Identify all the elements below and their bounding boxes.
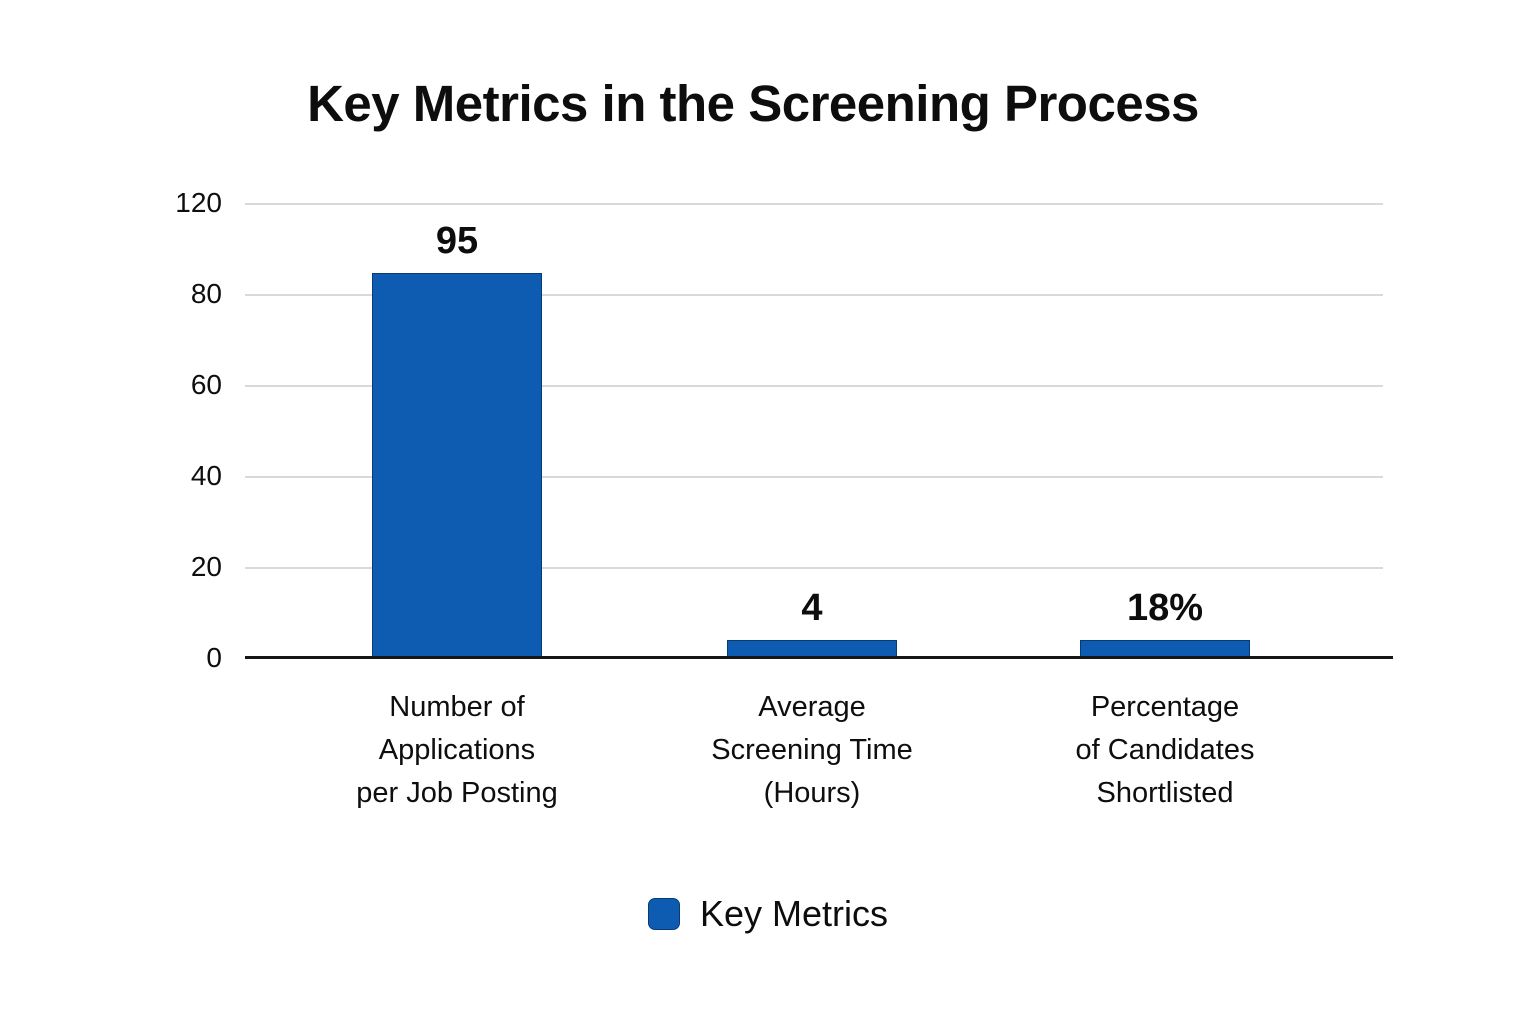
x-category-label-line: of Candidates (1075, 734, 1255, 766)
x-category-label-line: (Hours) (763, 777, 861, 809)
bar (372, 273, 542, 658)
x-category-label-line: Applications (378, 734, 536, 766)
x-category-label: Number of Applications per Job Posting (356, 686, 558, 815)
gridline (245, 294, 1383, 296)
bar-value-label: 95 (435, 220, 479, 262)
x-category-label-line: Average (758, 691, 866, 723)
y-tick-label: 0 (206, 642, 222, 673)
x-category-label-line: Number of (389, 691, 525, 723)
x-axis-line (245, 656, 1393, 659)
y-tick-label: 20 (190, 551, 222, 582)
y-tick-label: 40 (190, 460, 222, 491)
gridline (245, 567, 1383, 569)
x-category-label-line: Percentage (1090, 691, 1240, 723)
bar-value-label: 18% (1126, 587, 1204, 629)
gridline (245, 203, 1383, 205)
plot-area: 95 4 18% (245, 203, 1383, 658)
x-category-label-line: Shortlisted (1096, 777, 1234, 809)
x-category-label-line: Screening Time (711, 734, 913, 766)
legend: Key Metrics (0, 893, 1536, 935)
legend-swatch (647, 898, 680, 930)
y-tick-label: 80 (190, 278, 222, 309)
bar-value-label: 4 (801, 587, 823, 629)
chart-title: Key Metrics in the Screening Process (307, 75, 1199, 132)
y-tick-label: 120 (175, 187, 222, 218)
gridline (245, 385, 1383, 387)
legend-label: Key Metrics (699, 893, 889, 934)
y-tick-label: 60 (190, 369, 222, 400)
x-category-label-line: per Job Posting (356, 777, 558, 809)
x-category-label: Percentage of Candidates Shortlisted (1076, 686, 1255, 815)
x-category-label: Average Screening Time (Hours) (711, 686, 913, 815)
gridline (245, 476, 1383, 478)
